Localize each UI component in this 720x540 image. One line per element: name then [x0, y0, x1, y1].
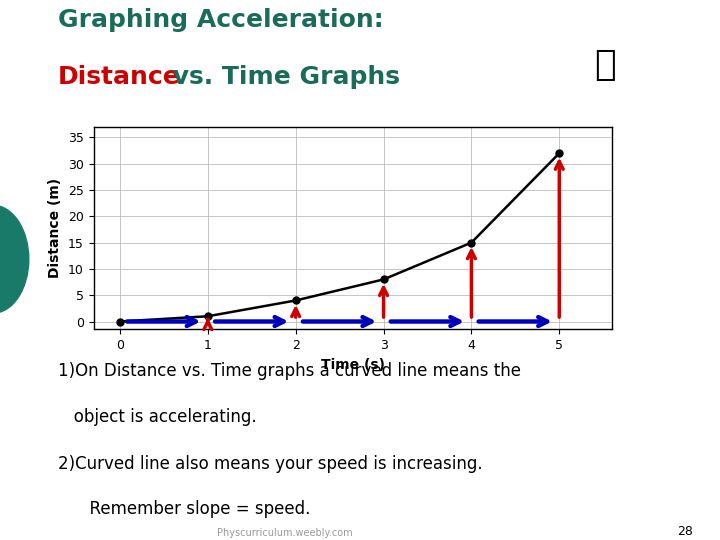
Text: vs. Time Graphs: vs. Time Graphs — [164, 65, 400, 89]
X-axis label: Time (s): Time (s) — [321, 357, 384, 372]
Text: object is accelerating.: object is accelerating. — [58, 408, 256, 427]
Text: Graphing Acceleration:: Graphing Acceleration: — [58, 8, 383, 32]
Text: 1)On Distance vs. Time graphs a curved line means the: 1)On Distance vs. Time graphs a curved l… — [58, 362, 521, 380]
Text: 🚵: 🚵 — [594, 48, 616, 82]
Text: Remember slope = speed.: Remember slope = speed. — [58, 500, 310, 517]
Text: Physcurriculum.weebly.com: Physcurriculum.weebly.com — [217, 528, 352, 538]
Y-axis label: Distance (m): Distance (m) — [48, 178, 63, 278]
Text: 2)Curved line also means your speed is increasing.: 2)Curved line also means your speed is i… — [58, 455, 482, 473]
Text: 28: 28 — [677, 525, 693, 538]
Text: Distance: Distance — [58, 65, 180, 89]
